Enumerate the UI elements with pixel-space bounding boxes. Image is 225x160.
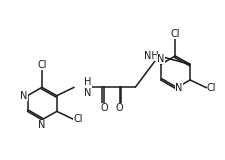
Text: Cl: Cl [73, 114, 83, 124]
Text: H
N: H N [85, 76, 92, 98]
Text: N: N [157, 54, 164, 64]
Text: N: N [175, 83, 183, 93]
Text: N: N [38, 120, 46, 130]
Text: NH: NH [144, 51, 159, 61]
Text: O: O [100, 103, 108, 113]
Text: N: N [20, 91, 27, 101]
Text: Cl: Cl [37, 60, 47, 70]
Text: O: O [116, 103, 123, 113]
Text: Cl: Cl [171, 29, 180, 39]
Text: Cl: Cl [207, 83, 216, 93]
